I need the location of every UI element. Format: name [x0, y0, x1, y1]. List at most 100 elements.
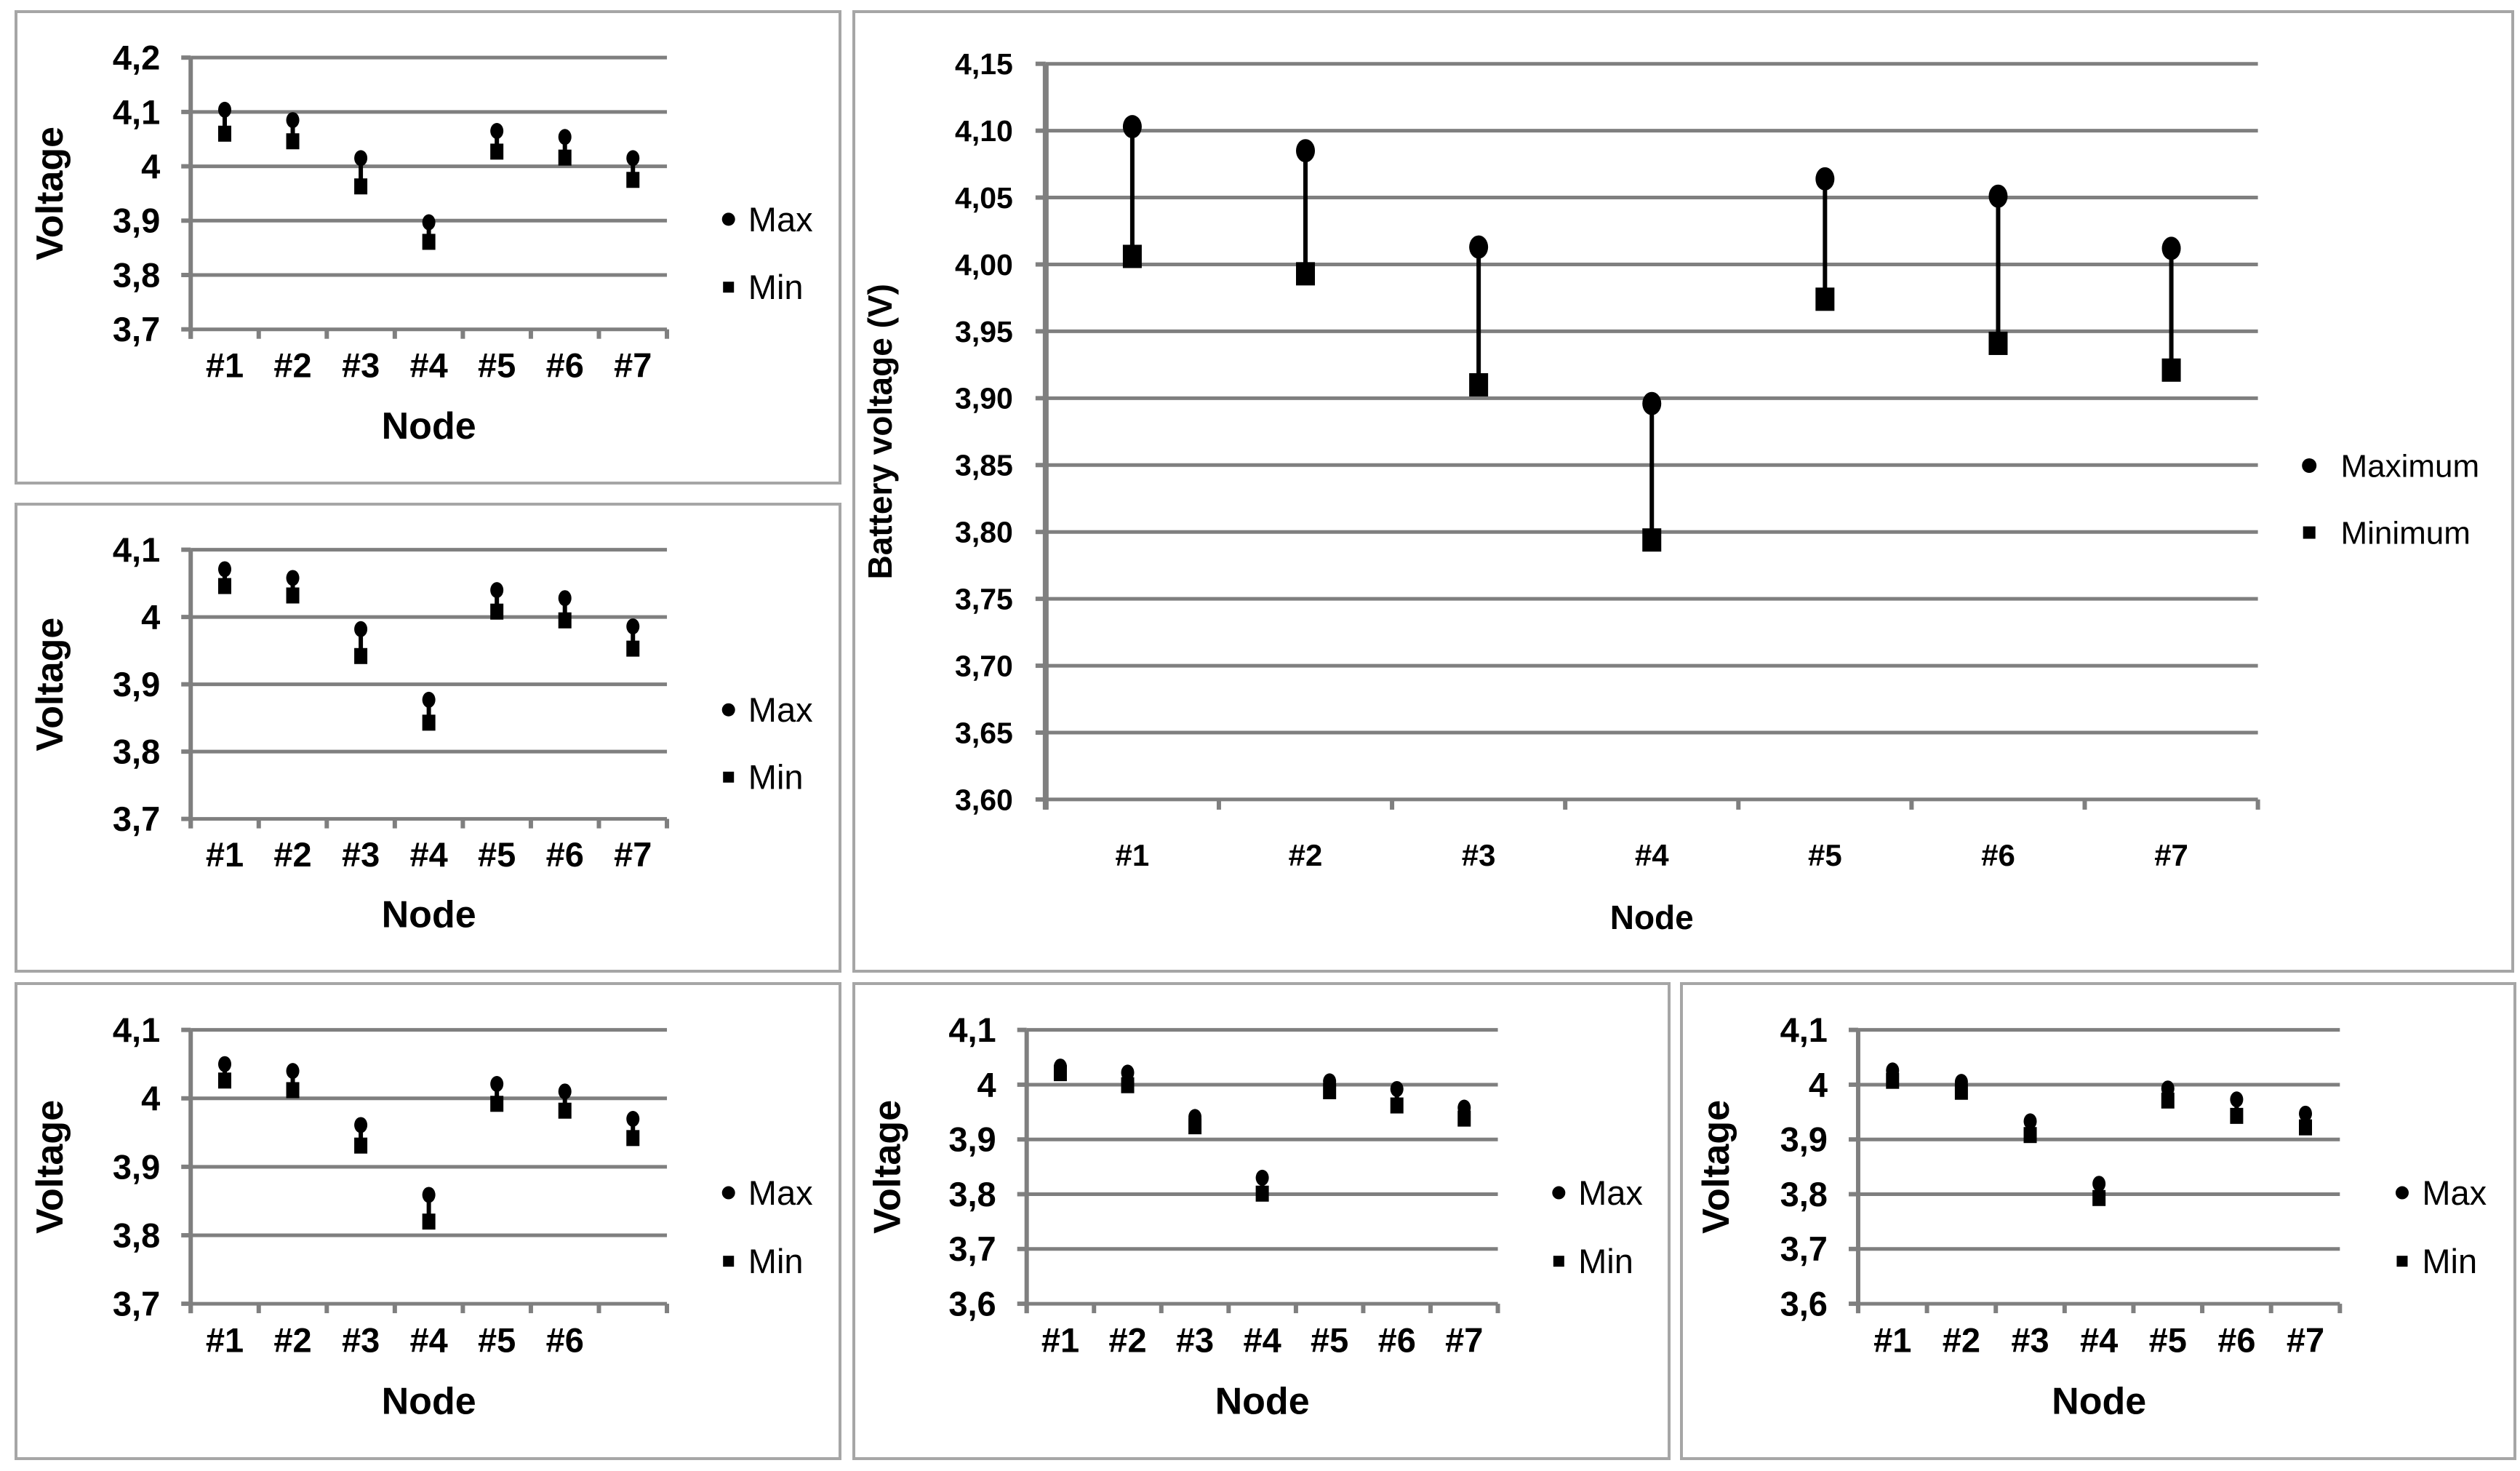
y-axis-title: Battery voltage (V) — [861, 284, 899, 579]
min-marker — [422, 1213, 436, 1230]
y-axis-title: Voltage — [29, 1100, 71, 1234]
x-tick-label: #4 — [409, 835, 447, 874]
min-marker — [626, 172, 640, 188]
max-marker — [1469, 235, 1489, 259]
y-tick-label: 3,9 — [113, 1147, 160, 1186]
x-axis-title: Node — [2052, 1380, 2146, 1422]
x-tick-label: #4 — [1243, 1320, 1281, 1359]
y-tick-label: 3,60 — [955, 783, 1013, 816]
x-tick-label: #2 — [1943, 1320, 1980, 1359]
min-marker — [422, 234, 436, 250]
legend-label-maximum: Maximum — [2340, 448, 2479, 484]
legend-label-max: Max — [748, 690, 813, 729]
max-marker — [558, 590, 572, 607]
max-marker — [354, 621, 368, 637]
min-marker — [1053, 1065, 1067, 1082]
y-tick-label: 3,95 — [955, 315, 1013, 348]
legend-circle-icon — [721, 703, 735, 717]
x-tick-label: #5 — [478, 835, 516, 874]
min-marker — [490, 603, 504, 620]
min-marker — [2161, 1092, 2175, 1109]
y-tick-label: 4,1 — [948, 1010, 996, 1049]
y-tick-label: 3,9 — [113, 202, 160, 240]
min-marker — [422, 714, 436, 731]
y-tick-label: 3,9 — [1780, 1120, 1828, 1159]
x-tick-label: #6 — [546, 835, 584, 874]
max-marker — [2230, 1091, 2244, 1108]
min-marker — [1122, 244, 1142, 268]
legend-label-min: Min — [1578, 1242, 1633, 1280]
legend-label-minimum: Minimum — [2340, 515, 2470, 551]
chart-panel-top-left: 4,2 4,1 4 3,9 3,8 3,7 #1 #2 #3 #4 #5 #6 #7 Voltage Nod… — [15, 10, 841, 485]
min-marker — [2230, 1107, 2244, 1124]
min-marker — [2299, 1119, 2313, 1136]
legend-label-min: Min — [748, 1242, 804, 1280]
y-tick-label: 3,7 — [113, 1285, 160, 1323]
min-marker — [1121, 1077, 1135, 1093]
legend-label-max: Max — [1578, 1173, 1643, 1212]
y-tick-label: 4,15 — [955, 47, 1013, 81]
y-tick-label: 4,1 — [113, 92, 160, 131]
min-marker — [1255, 1185, 1269, 1202]
x-tick-label: #3 — [1462, 838, 1496, 872]
max-marker — [217, 561, 231, 578]
min-marker — [217, 578, 231, 594]
legend-circle-icon — [721, 212, 735, 226]
max-marker — [490, 123, 504, 140]
chart-svg-bottom-left: 4,1 4 3,9 3,8 3,7 #1 #2 #3 #4 #5 #6 Voltage Node Max M… — [29, 1010, 813, 1422]
min-marker — [1886, 1072, 1900, 1089]
y-tick-label: 3,75 — [955, 582, 1013, 615]
min-marker — [558, 1102, 572, 1119]
min-marker — [1642, 528, 1662, 552]
x-tick-label: #4 — [2080, 1320, 2118, 1359]
y-axis-title: Voltage — [866, 1100, 908, 1234]
x-tick-label: #5 — [478, 1320, 516, 1359]
chart-panel-large: 4,15 4,10 4,05 4,00 3,95 3,90 3,85 3,80 3,75 3,70… — [852, 10, 2514, 973]
y-tick-label: 4 — [1809, 1065, 1828, 1104]
legend-label-min: Min — [2422, 1242, 2477, 1280]
chart-svg-top-left: 4,2 4,1 4 3,9 3,8 3,7 #1 #2 #3 #4 #5 #6 #7 Voltage Nod… — [29, 39, 813, 447]
chart-panel-bottom-right: 4,1 4 3,9 3,8 3,7 3,6 #1 #2 #3 #4 #5 #6 #7 Voltage Nod… — [1680, 982, 2516, 1460]
legend-label-max: Max — [2422, 1173, 2487, 1212]
legend-square-icon — [723, 282, 735, 293]
min-marker — [217, 125, 231, 142]
y-tick-label: 3,7 — [113, 310, 160, 348]
max-marker — [217, 101, 231, 118]
chart-svg-mid-left: 4,1 4 3,9 3,8 3,7 #1 #2 #3 #4 #5 #6 #7 Voltage Node Ma… — [29, 530, 813, 936]
y-tick-label: 3,70 — [955, 649, 1013, 682]
min-marker — [490, 1096, 504, 1112]
y-tick-label: 3,65 — [955, 716, 1013, 749]
legend-label-min: Min — [748, 758, 804, 797]
x-axis-title: Node — [382, 894, 476, 936]
y-tick-label: 3,8 — [113, 1216, 160, 1254]
min-marker — [1296, 262, 1316, 286]
x-tick-label: #3 — [2011, 1320, 2049, 1359]
y-tick-label: 3,8 — [948, 1175, 996, 1213]
max-marker — [1296, 139, 1316, 163]
min-marker — [1188, 1118, 1202, 1135]
x-tick-label: #5 — [1808, 838, 1842, 872]
max-marker — [626, 150, 640, 167]
y-tick-label: 4 — [977, 1065, 996, 1104]
min-marker — [286, 1082, 300, 1099]
x-tick-label: #7 — [2287, 1320, 2324, 1359]
y-tick-label: 4 — [141, 147, 160, 186]
max-marker — [2092, 1176, 2106, 1192]
max-marker — [422, 214, 436, 231]
x-tick-label: #1 — [206, 835, 244, 874]
y-tick-label: 4,1 — [113, 1010, 160, 1049]
y-tick-label: 3,7 — [948, 1229, 996, 1268]
min-marker — [354, 178, 368, 195]
x-tick-label: #6 — [1981, 838, 2015, 872]
max-marker — [1122, 115, 1142, 139]
legend-square-icon — [2303, 526, 2316, 539]
x-tick-label: #6 — [546, 346, 584, 385]
x-tick-label: #7 — [614, 835, 652, 874]
min-marker — [1815, 287, 1835, 311]
legend-label-max: Max — [748, 1173, 813, 1212]
max-marker — [626, 1110, 640, 1127]
max-marker — [1815, 167, 1835, 191]
min-marker — [2161, 358, 2181, 382]
x-tick-label: #1 — [206, 1320, 244, 1359]
